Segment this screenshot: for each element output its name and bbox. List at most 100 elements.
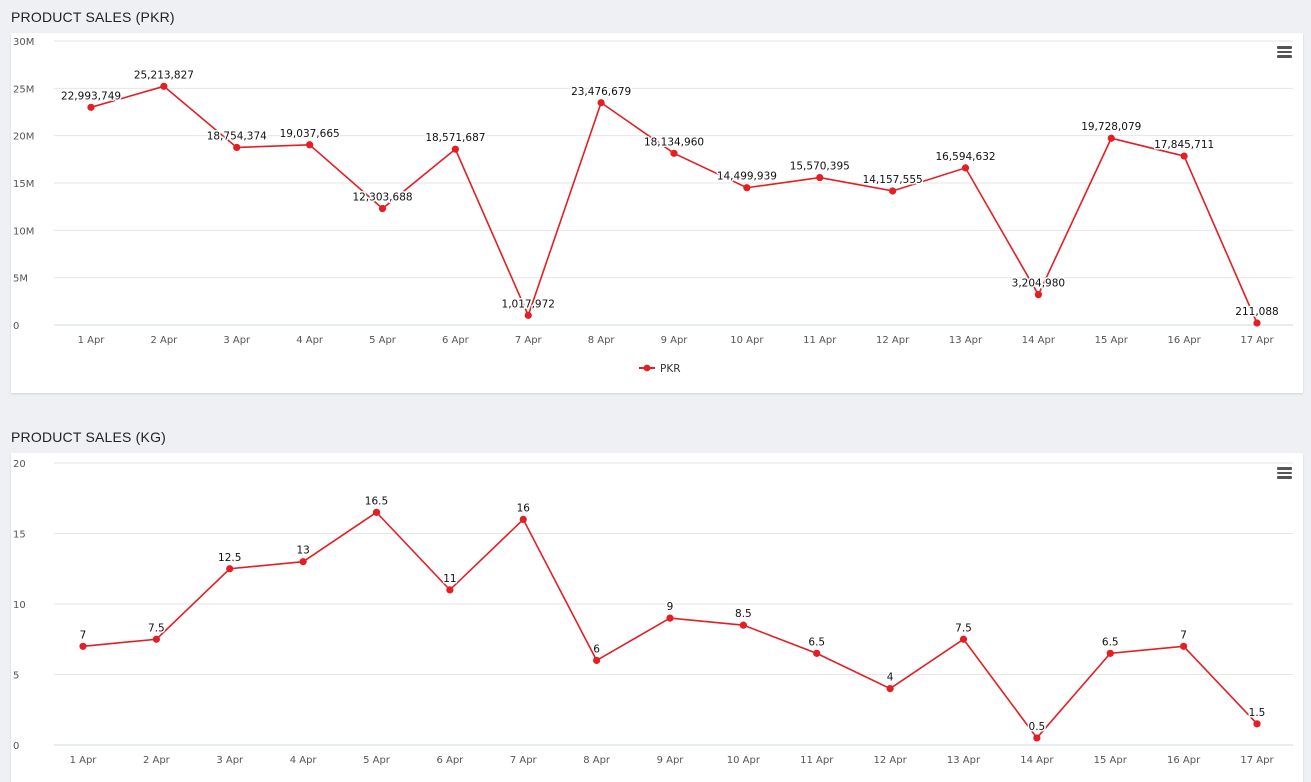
data-label: 22,993,749	[61, 90, 121, 102]
pkr-chart-card: 0 5M 10M 15M 20M 25M 30M 1 Apr 2 Apr 3 Apr 4 Apr 5 …	[11, 33, 1303, 393]
data-point	[233, 143, 241, 152]
hamburger-menu-icon[interactable]	[1277, 467, 1292, 479]
x-tick-label: 17 Apr	[1240, 335, 1274, 346]
kg-chart-title: PRODUCT SALES (KG)	[11, 429, 167, 445]
data-point	[670, 149, 678, 157]
x-tick-label: 9 Apr	[657, 755, 685, 766]
x-tick-label: 10 Apr	[730, 335, 764, 346]
data-point	[743, 184, 751, 192]
x-tick-label: 12 Apr	[876, 335, 910, 346]
data-point	[519, 515, 527, 523]
data-point	[1107, 134, 1115, 142]
kg-line-chart: 0 5 10 15 20 1 Apr 2 Apr 3 Apr 4 Apr 5 Apr 6 Apr 7 …	[13, 459, 1293, 766]
y-tick-label: 5M	[13, 274, 28, 285]
data-label: 12.5	[218, 552, 241, 564]
y-tick-label: 10	[13, 600, 26, 611]
data-point	[451, 145, 459, 153]
data-point	[816, 174, 824, 182]
x-tick-label: 13 Apr	[949, 335, 983, 346]
data-point	[299, 558, 307, 566]
data-point	[1033, 734, 1041, 742]
data-point	[87, 103, 95, 111]
pkr-chart-title: PRODUCT SALES (PKR)	[11, 9, 175, 25]
data-point	[226, 565, 234, 573]
data-label: 7.5	[148, 622, 165, 634]
data-point	[1034, 291, 1042, 299]
data-label: 7.5	[955, 622, 972, 634]
x-tick-label: 1 Apr	[78, 335, 106, 346]
x-tick-label: 5 Apr	[369, 335, 397, 346]
data-point	[886, 685, 894, 693]
data-label: 15,570,395	[790, 161, 850, 173]
data-point	[597, 99, 605, 107]
data-label: 12,303,688	[352, 192, 412, 204]
data-label: 16	[517, 502, 531, 514]
y-tick-label: 25M	[13, 84, 34, 95]
data-point	[378, 204, 387, 213]
x-tick-label: 7 Apr	[515, 335, 543, 346]
data-point	[593, 656, 601, 664]
data-label: 9	[667, 601, 674, 613]
data-label: 16,594,632	[935, 151, 995, 163]
data-point	[152, 635, 160, 643]
data-point	[524, 311, 532, 319]
x-tick-label: 16 Apr	[1168, 335, 1202, 346]
x-tick-label: 4 Apr	[296, 335, 324, 346]
data-point	[1180, 152, 1188, 160]
x-tick-label: 6 Apr	[436, 755, 464, 766]
data-point	[1253, 319, 1261, 327]
data-point	[959, 635, 968, 643]
data-label: 6	[593, 643, 600, 655]
data-label: 18,754,374	[207, 130, 267, 142]
x-tick-label: 12 Apr	[874, 755, 908, 766]
legend-swatch-marker	[643, 364, 651, 372]
y-tick-label: 10M	[13, 226, 34, 237]
data-label: 6.5	[808, 636, 825, 648]
data-label: 211,088	[1235, 306, 1278, 318]
data-label: 13	[296, 545, 309, 557]
data-label: 7	[80, 629, 87, 641]
x-tick-label: 1 Apr	[70, 755, 98, 766]
y-tick-label: 15M	[13, 179, 34, 190]
data-label: 3,204,980	[1012, 278, 1065, 290]
data-label: 14,499,939	[717, 171, 777, 183]
data-point	[1106, 649, 1114, 657]
x-tick-label: 6 Apr	[442, 335, 470, 346]
x-tick-label: 13 Apr	[947, 755, 981, 766]
data-label: 25,213,827	[134, 69, 194, 81]
data-point	[813, 649, 821, 657]
x-tick-label: 4 Apr	[290, 755, 318, 766]
y-tick-label: 0	[13, 321, 19, 332]
x-tick-label: 14 Apr	[1022, 335, 1056, 346]
x-tick-label: 17 Apr	[1240, 755, 1274, 766]
x-tick-label: 11 Apr	[803, 335, 837, 346]
data-label: 6.5	[1102, 636, 1119, 648]
x-tick-label: 8 Apr	[583, 755, 611, 766]
y-tick-label: 20M	[13, 132, 34, 143]
data-label: 17,845,711	[1154, 139, 1214, 151]
y-tick-label: 5	[13, 671, 19, 682]
x-tick-label: 16 Apr	[1167, 755, 1201, 766]
data-point	[961, 164, 970, 172]
data-point	[1253, 720, 1261, 728]
data-label: 16.5	[365, 495, 388, 507]
y-tick-label: 20	[13, 459, 26, 470]
x-tick-label: 3 Apr	[223, 335, 251, 346]
x-tick-label: 7 Apr	[510, 755, 538, 766]
data-label: 1.5	[1249, 707, 1266, 719]
kg-chart-card: 0 5 10 15 20 1 Apr 2 Apr 3 Apr 4 Apr 5 Apr 6 Apr 7 …	[11, 453, 1303, 782]
data-point	[889, 187, 897, 195]
data-label: 1,017,972	[502, 298, 555, 310]
data-point	[79, 642, 87, 650]
data-point	[446, 586, 454, 594]
x-tick-label: 8 Apr	[588, 335, 616, 346]
data-point	[372, 508, 381, 516]
data-label: 0.5	[1029, 721, 1046, 733]
y-tick-label: 0	[13, 741, 19, 752]
x-tick-label: 9 Apr	[661, 335, 689, 346]
data-point	[739, 621, 747, 629]
data-label: 19,728,079	[1081, 121, 1141, 133]
hamburger-menu-icon[interactable]	[1277, 46, 1292, 58]
x-tick-label: 2 Apr	[150, 335, 178, 346]
y-tick-label: 30M	[13, 37, 34, 48]
